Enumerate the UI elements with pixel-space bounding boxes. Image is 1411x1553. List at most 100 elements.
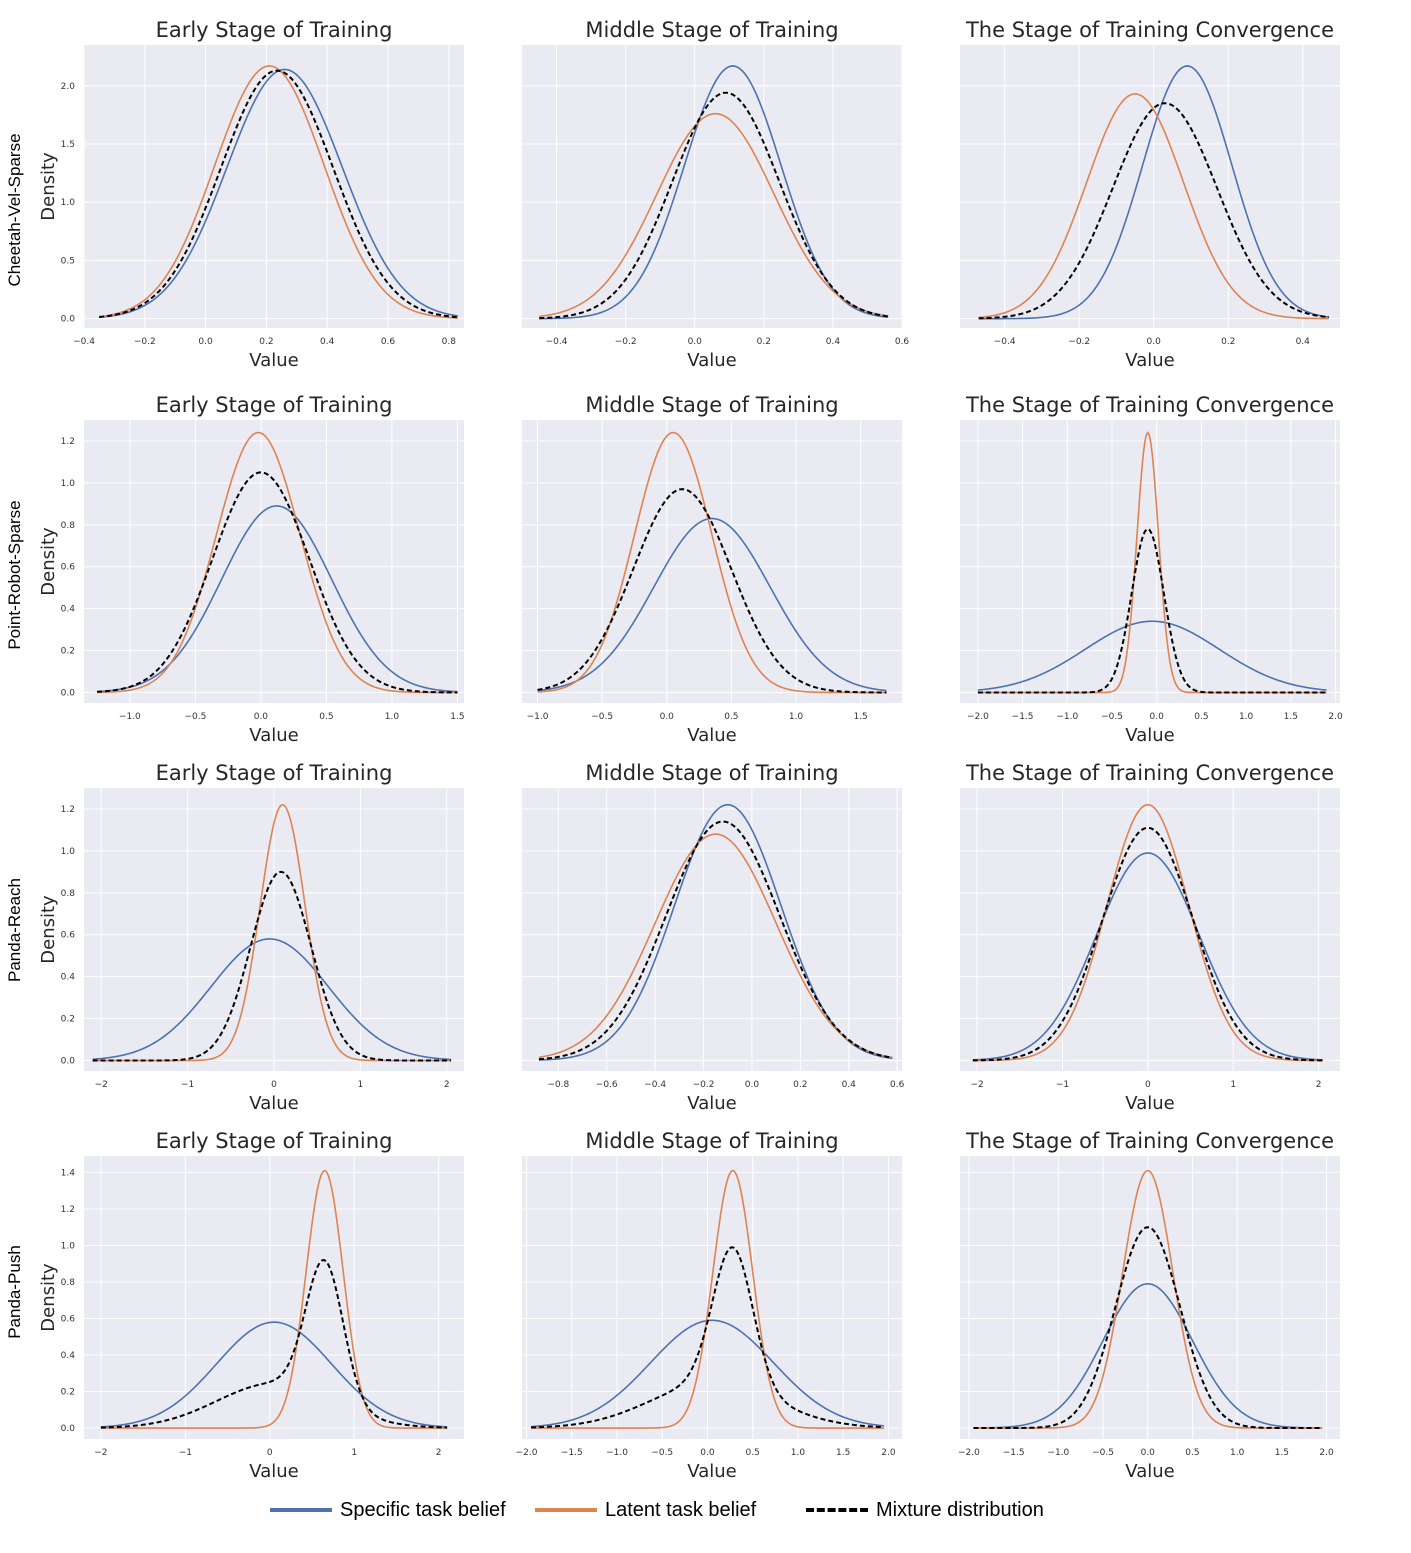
x-tick-label: 2 [1316, 1080, 1322, 1090]
x-tick-label: 0 [1145, 1080, 1151, 1090]
plot-area [522, 788, 902, 1071]
subplot: −1.0 −0.5 0.0 0.5 1.0 1.5 Middle Stage of Trai… [522, 393, 902, 746]
x-axis-label: Value [249, 350, 298, 371]
series-line-mixture [977, 527, 1327, 694]
y-tick-label: 1.4 [61, 1168, 76, 1178]
x-tick-label: 2.0 [1328, 712, 1343, 722]
x-axis-label: Value [687, 1093, 736, 1114]
x-tick-label: −0.5 [651, 1448, 673, 1458]
legend-label-specific: Specific task belief [340, 1498, 506, 1521]
y-tick-label: 0.6 [61, 563, 76, 573]
y-tick-label: 0.0 [61, 1424, 76, 1434]
x-axis-label: Value [687, 350, 736, 371]
y-tick-label: 1.0 [61, 479, 76, 489]
series-line-specific [100, 1321, 448, 1428]
x-tick-label: −0.4 [546, 337, 568, 347]
x-tick-label: 0.0 [198, 337, 213, 347]
x-tick-label: −1.0 [527, 712, 549, 722]
series-line-latent [531, 1169, 884, 1429]
x-tick-label: −1.5 [1012, 712, 1034, 722]
y-tick-label: 0.0 [61, 1057, 76, 1067]
series-line-latent [97, 431, 458, 694]
y-tick-label: 1.2 [61, 437, 75, 447]
x-tick-label: 0.4 [320, 337, 335, 347]
plot-area [84, 45, 464, 328]
plot-area [522, 420, 902, 703]
series-line-mixture [972, 826, 1323, 1062]
y-tick-label: 1.0 [61, 847, 76, 857]
subplot-title: The Stage of Training Convergence [965, 393, 1334, 417]
x-tick-label: −0.2 [134, 337, 156, 347]
x-tick-label: 2.0 [881, 1448, 896, 1458]
y-axis-label: Density [38, 152, 59, 221]
x-tick-label: −1.0 [119, 712, 141, 722]
x-tick-label: 1.5 [1284, 712, 1298, 722]
x-tick-label: −1.5 [561, 1448, 583, 1458]
series-line-mixture [97, 471, 458, 694]
series-line-specific [92, 938, 452, 1061]
series-line-latent [99, 65, 458, 319]
x-tick-label: −1 [1056, 1080, 1069, 1090]
x-tick-label: 0.8 [442, 337, 457, 347]
x-tick-label: −0.5 [591, 712, 613, 722]
subplot: −0.8 −0.6 −0.4 −0.2 0.0 0.2 0.4 0.6 Middle Stage… [522, 761, 905, 1114]
x-tick-label: −0.5 [184, 712, 206, 722]
legend-swatch-latent [535, 1508, 597, 1512]
series-line-latent [537, 431, 887, 694]
x-tick-label: 0.4 [826, 337, 841, 347]
x-tick-label: −1.0 [1047, 1448, 1069, 1458]
subplot-title: Middle Stage of Training [585, 1129, 838, 1153]
x-tick-label: 0.5 [319, 712, 333, 722]
plot-area [522, 45, 902, 328]
row-label: Point-Robot-Sparse [5, 500, 24, 649]
subplot-title: Early Stage of Training [156, 1129, 393, 1153]
y-tick-label: 0.8 [61, 521, 76, 531]
series-line-latent [972, 803, 1323, 1062]
row-label: Panda-Reach [5, 878, 24, 982]
x-axis-label: Value [1125, 350, 1174, 371]
x-tick-label: 0.5 [746, 1448, 760, 1458]
x-tick-label: 0 [267, 1448, 273, 1458]
x-tick-label: 0.2 [793, 1080, 807, 1090]
x-tick-label: 0.4 [842, 1080, 857, 1090]
legend-item-mixture: Mixture distribution [806, 1490, 1044, 1530]
x-tick-label: 1.0 [385, 712, 400, 722]
y-tick-label: 0.0 [61, 689, 76, 699]
subplot: −2.0 −1.5 −1.0 −0.5 0.0 0.5 1.0 1.5 2.0 Middle St… [516, 1129, 902, 1482]
subplot-title: Middle Stage of Training [585, 761, 838, 785]
x-tick-label: −0.2 [693, 1080, 715, 1090]
subplot: −0.4 −0.2 0.0 0.2 0.4 The Stage of Training C… [960, 18, 1340, 371]
x-tick-label: 0.0 [660, 712, 675, 722]
series-line-mixture [539, 91, 889, 320]
legend-item-specific: Specific task belief [270, 1490, 506, 1530]
series-line-specific [972, 852, 1323, 1061]
series-line-latent [978, 93, 1329, 320]
x-tick-label: −0.4 [644, 1080, 666, 1090]
y-axis-label: Density [38, 527, 59, 596]
legend: Specific task belief Latent task belief … [0, 1490, 1411, 1530]
x-tick-label: −1.0 [1056, 712, 1078, 722]
y-tick-label: 0.6 [61, 1314, 76, 1324]
subplot-title: Middle Stage of Training [585, 393, 838, 417]
x-tick-label: −2.0 [967, 712, 989, 722]
subplot: −0.4 −0.2 0.0 0.2 0.4 0.6 0.8 0.0 0.5 1.0 1.5 2.0 Ea… [38, 18, 464, 371]
x-tick-label: 0.6 [381, 337, 396, 347]
y-tick-label: 1.2 [61, 805, 75, 815]
x-tick-label: 2.0 [1319, 1448, 1334, 1458]
subplot: −2 −1 0 1 2 The Stage of Training Convergence… [960, 761, 1340, 1114]
x-tick-label: 0.0 [745, 1080, 760, 1090]
x-tick-label: 0.0 [254, 712, 269, 722]
subplot-title: Middle Stage of Training [585, 18, 838, 42]
x-tick-label: −0.2 [615, 337, 637, 347]
x-tick-label: 0.0 [1147, 337, 1162, 347]
figure-canvas: Cheetah-Vel-Sparse Point-Robot-Sparse Pand… [5, 18, 1343, 1482]
y-axis-label: Density [38, 895, 59, 964]
x-tick-label: −0.6 [596, 1080, 618, 1090]
x-tick-label: 0.6 [895, 337, 910, 347]
x-tick-label: 1 [357, 1080, 363, 1090]
x-tick-label: 0.0 [1141, 1448, 1156, 1458]
x-tick-label: −2.0 [516, 1448, 538, 1458]
y-axis-label: Density [38, 1263, 59, 1332]
series-line-specific [978, 65, 1329, 320]
legend-swatch-specific [270, 1508, 332, 1512]
